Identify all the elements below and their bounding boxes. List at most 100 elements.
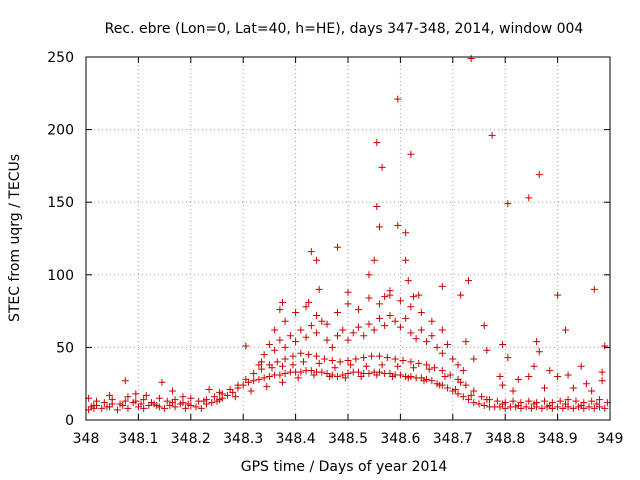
data-point <box>499 381 507 389</box>
data-point <box>541 384 548 392</box>
data-point <box>480 322 488 330</box>
data-point <box>462 338 470 346</box>
data-point <box>357 372 365 380</box>
data-point <box>362 362 370 370</box>
data-point <box>268 364 276 372</box>
data-point <box>341 374 349 382</box>
data-point <box>247 387 255 395</box>
data-point <box>394 221 402 229</box>
data-point <box>334 372 342 380</box>
data-point <box>601 342 609 350</box>
data-point <box>258 358 266 366</box>
data-point <box>286 332 294 340</box>
x-tick-label: 348.3 <box>223 431 263 447</box>
data-point <box>344 288 352 296</box>
data-point <box>564 371 572 379</box>
data-point <box>320 355 328 363</box>
data-point <box>402 314 410 322</box>
data-point <box>310 371 318 379</box>
data-point <box>289 361 297 369</box>
data-point <box>391 355 399 363</box>
data-point <box>158 378 166 386</box>
data-point <box>334 332 342 340</box>
data-point <box>124 404 132 412</box>
data-point <box>590 404 598 412</box>
data-point <box>223 391 231 399</box>
data-point <box>554 403 562 411</box>
data-point <box>459 393 467 401</box>
data-point <box>255 375 263 383</box>
data-point <box>415 359 423 367</box>
data-point <box>407 303 415 311</box>
data-point <box>179 393 187 401</box>
data-point <box>493 397 501 405</box>
data-point <box>313 311 321 319</box>
data-point <box>394 362 402 370</box>
data-point <box>467 391 475 399</box>
data-point <box>297 326 305 334</box>
data-point <box>423 338 431 346</box>
data-point <box>281 343 289 351</box>
data-point <box>438 367 446 375</box>
data-point <box>378 361 386 369</box>
data-point <box>535 171 543 179</box>
data-point <box>292 309 300 317</box>
data-point <box>373 139 381 147</box>
data-point <box>113 406 121 414</box>
data-point <box>514 375 522 383</box>
data-point <box>598 377 606 385</box>
data-point <box>375 223 383 231</box>
data-point <box>373 203 381 211</box>
data-point <box>242 375 250 383</box>
data-point <box>349 329 357 337</box>
data-point <box>292 338 300 346</box>
data-point <box>370 326 378 334</box>
data-point <box>192 403 200 411</box>
data-point <box>307 367 315 375</box>
data-point <box>577 401 585 409</box>
grid-lines <box>86 57 610 420</box>
data-point <box>410 293 417 301</box>
data-point <box>470 399 478 407</box>
data-point <box>289 352 297 360</box>
data-point <box>546 401 554 409</box>
data-point <box>470 355 478 363</box>
axis-ticks: 348 348.1 348.2 348.3 348.4 348.5 348.6 348.7 34… <box>47 50 623 447</box>
data-point <box>444 340 452 348</box>
data-point <box>423 361 431 369</box>
data-point <box>446 371 454 379</box>
data-point <box>334 243 342 251</box>
data-point <box>307 322 315 330</box>
data-point <box>315 285 323 293</box>
data-point <box>554 291 562 299</box>
data-point <box>313 352 321 360</box>
data-point <box>297 349 305 357</box>
data-point <box>504 200 512 208</box>
data-point <box>140 396 148 404</box>
data-point <box>242 342 250 350</box>
data-point <box>415 291 423 299</box>
data-point <box>297 368 305 376</box>
data-point <box>404 277 412 285</box>
data-point <box>294 374 302 382</box>
data-point <box>585 403 593 411</box>
data-point <box>344 370 352 378</box>
data-point <box>467 54 475 62</box>
data-point <box>279 378 286 386</box>
data-point <box>106 391 114 399</box>
data-point <box>187 394 195 402</box>
data-point <box>208 399 216 407</box>
data-point <box>582 380 590 388</box>
data-point <box>530 400 538 408</box>
data-point <box>399 356 407 364</box>
data-point <box>318 317 326 325</box>
data-point <box>281 317 289 325</box>
data-point <box>182 404 190 412</box>
data-point <box>428 332 436 340</box>
data-point <box>556 397 564 405</box>
data-point <box>535 348 543 356</box>
data-point <box>436 381 444 389</box>
data-point <box>454 390 462 398</box>
data-point <box>588 397 596 405</box>
